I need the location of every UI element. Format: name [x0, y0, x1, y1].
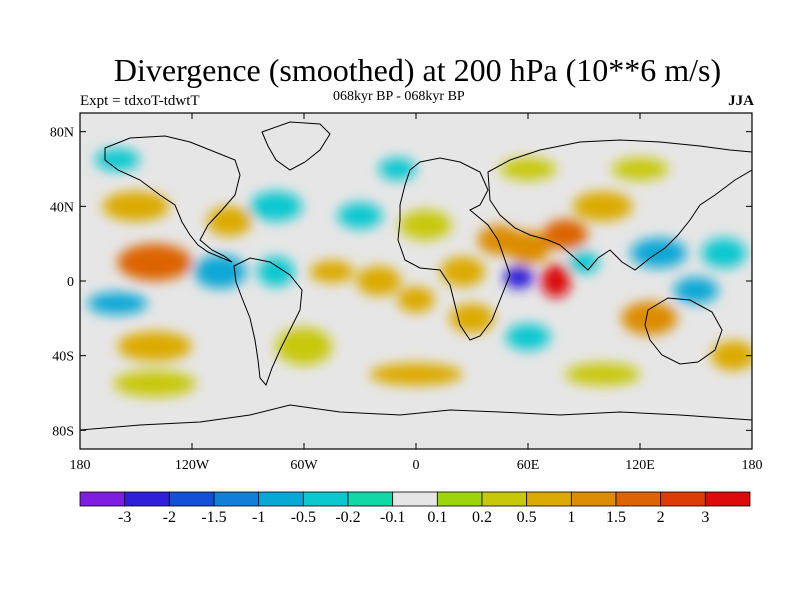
colorbar-label: -0.2 [335, 509, 360, 526]
divergence-cell [710, 340, 752, 371]
divergence-core [553, 226, 578, 243]
colorbar-swatch [481, 491, 528, 507]
divergence-core [633, 309, 665, 328]
divergence-cell [572, 191, 633, 222]
lat-tick-label: 40N [50, 200, 74, 215]
lat-tick-label: 40S [52, 350, 74, 365]
divergence-cell [337, 202, 383, 229]
divergence-core [515, 238, 541, 257]
colorbar-label: -1 [252, 509, 265, 526]
lon-tick-label: 60W [290, 458, 318, 473]
season-label: JJA [728, 93, 754, 109]
divergence-cell [87, 292, 148, 315]
south-america-coast [233, 257, 303, 386]
europe-africa-coast [397, 157, 511, 341]
colorbar-swatch [124, 491, 170, 507]
experiment-label: Expt = tdxoT-tdwtT [80, 93, 200, 109]
colorbar-label: -0.1 [380, 509, 405, 526]
divergence-cell [117, 331, 192, 362]
divergence-cell [440, 256, 486, 287]
colorbar-label: 1.5 [606, 509, 626, 526]
asia-coast [487, 139, 752, 271]
divergence-cell [505, 323, 551, 351]
divergence-cell [673, 277, 719, 304]
colorbar-swatch [660, 491, 706, 507]
coastlines [80, 121, 752, 431]
colorbar-label: -1.5 [201, 509, 226, 526]
colorbar-swatch [436, 491, 483, 507]
colorbar-label: -0.5 [291, 509, 316, 526]
map-axes: 80N 40N 0 40S 80S 180 120W 60W 0 60E 120E 180 [50, 113, 763, 473]
lon-tick-label: 60E [517, 458, 540, 473]
colorbar-label: 1 [567, 509, 575, 526]
divergence-cell [612, 157, 668, 181]
colorbar-swatch [258, 491, 304, 507]
colorbar-label: 0.2 [472, 509, 492, 526]
lon-tick-label: 180 [742, 458, 763, 473]
colorbar-label: 3 [701, 509, 709, 526]
divergence-cell [257, 256, 295, 287]
lon-tick-label: 0 [413, 458, 420, 473]
lon-tick-label: 120E [625, 458, 655, 473]
divergence-core [643, 244, 675, 262]
divergence-field [87, 148, 752, 397]
divergence-cell [276, 327, 332, 366]
lon-tick-label: 120W [175, 458, 210, 473]
colorbar-swatch [526, 491, 572, 507]
colorbar-swatch [704, 491, 751, 507]
colorbar-label: 2 [657, 509, 665, 526]
divergence-cell [94, 148, 140, 171]
plot-title: Divergence (smoothed) at 200 hPa (10**6 … [113, 52, 722, 88]
divergence-cell [399, 210, 452, 240]
colorbar-label: 0.1 [427, 509, 447, 526]
divergence-cell [309, 260, 355, 283]
divergence-cell [565, 363, 641, 386]
antarctica-coast [80, 404, 752, 431]
colorbar-swatch [615, 491, 662, 507]
divergence-cell [102, 191, 170, 222]
lon-tick-label: 180 [70, 458, 91, 473]
divergence-core [205, 262, 235, 281]
divergence-cell [397, 286, 435, 313]
divergence-cell [113, 370, 196, 397]
lat-tick-label: 0 [67, 275, 74, 290]
colorbar-swatch [392, 491, 438, 507]
colorbar-label: 0.5 [517, 509, 537, 526]
divergence-cell [500, 157, 556, 181]
period-label: 068kyr BP - 068kyr BP [333, 89, 465, 104]
divergence-cell [378, 157, 417, 181]
north-america-coast [104, 135, 241, 263]
colorbar: -3 -2 -1.5 -1 -0.5 -0.2 -0.1 0.1 0.2 0.5 1 1.5 2 3 [79, 491, 751, 526]
divergence-cell [249, 191, 303, 222]
colorbar-swatch [168, 491, 215, 507]
divergence-core [510, 271, 527, 284]
lat-tick-label: 80N [50, 126, 74, 141]
colorbar-swatch [79, 491, 126, 507]
colorbar-swatch [347, 491, 394, 507]
divergence-cell [369, 363, 463, 386]
divergence-cell [206, 206, 252, 237]
divergence-cell [569, 251, 599, 274]
lat-tick-label: 80S [52, 424, 74, 439]
divergence-cell [449, 303, 495, 334]
colorbar-label: -3 [118, 509, 131, 526]
divergence-core [134, 252, 176, 273]
greenland-coast [261, 121, 331, 171]
colorbar-label: -2 [163, 509, 176, 526]
divergence-cell [356, 266, 402, 296]
divergence-core [547, 271, 565, 291]
colorbar-swatch [213, 491, 260, 507]
divergence-cell [701, 238, 747, 268]
colorbar-swatch [570, 491, 617, 507]
colorbar-swatch [302, 491, 349, 507]
australia-coast [644, 297, 723, 365]
